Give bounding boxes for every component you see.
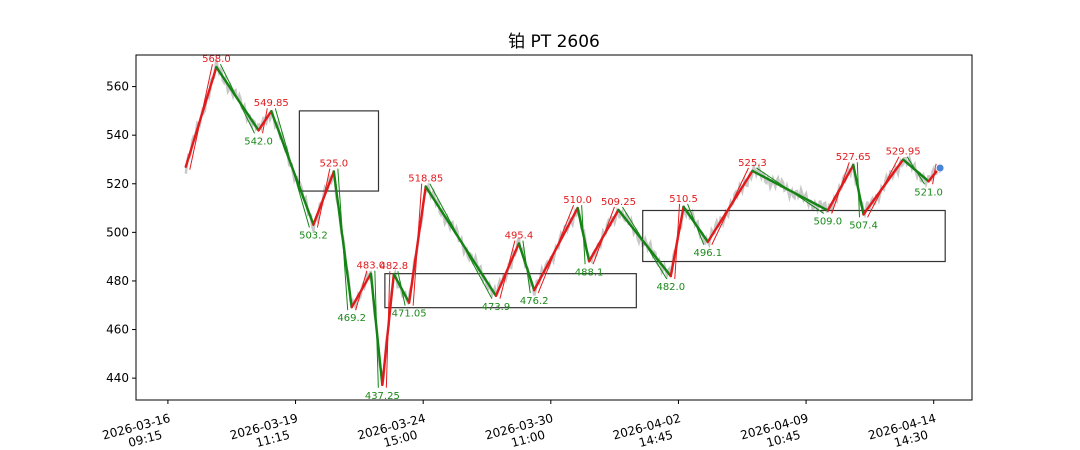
down-segment [852, 163, 865, 216]
pivot-low-label: 488.1 [575, 267, 604, 278]
y-tick-label: 460 [106, 323, 129, 337]
pivot-low-label: 521.0 [914, 187, 943, 198]
consolidation-box [384, 273, 637, 309]
pivot-high-label: 529.95 [886, 147, 921, 158]
pivot-low-label: 437.25 [365, 391, 400, 402]
consolidation-boxes [298, 110, 946, 309]
down-segment [392, 272, 411, 304]
down-segment [424, 185, 498, 297]
pivot-high-label: 549.85 [254, 98, 289, 109]
up-segment [381, 272, 396, 387]
down-segment [270, 110, 315, 226]
y-tick-label: 560 [106, 80, 129, 94]
up-segment [587, 208, 620, 263]
y-axis: 440 460 480 500 520 540 560 [106, 80, 136, 385]
pivot-high-label: 483.0 [357, 261, 386, 272]
pivot-high-label: 525.3 [738, 158, 767, 169]
consolidation-box [642, 209, 946, 263]
up-segment [312, 170, 336, 226]
pivot-low-label: 476.2 [520, 296, 549, 307]
y-tick-label: 480 [106, 274, 129, 288]
down-segment [682, 205, 709, 244]
pivot-low-label: 496.1 [693, 248, 722, 259]
up-segment [862, 158, 905, 216]
down-segment [332, 170, 353, 309]
last-price-marker [935, 163, 945, 173]
pivot-high-label: 509.25 [601, 197, 636, 208]
pivot-high-label: 495.4 [505, 231, 534, 242]
pivot-low-label: 482.0 [656, 282, 685, 293]
up-segment [706, 169, 754, 244]
up-segment [494, 242, 521, 297]
pivot-low-label: 507.4 [849, 220, 878, 231]
pivot-labels: 568.0 542.0 549.85 503.2 525.0 469.2 483.0 437.… [202, 54, 943, 402]
down-segment [576, 206, 591, 263]
y-tick-label: 520 [106, 177, 129, 191]
y-tick-label: 500 [106, 225, 129, 239]
y-tick-label: 440 [106, 371, 129, 385]
up-segment [669, 205, 685, 278]
pivot-low-label: 469.2 [337, 313, 366, 324]
pivot-low-label: 473.9 [482, 302, 511, 313]
pivot-low-label: 542.0 [244, 136, 273, 147]
up-segment [826, 163, 855, 212]
price-path [706, 170, 754, 249]
pivot-high-label: 510.0 [563, 195, 592, 206]
up-segment [350, 272, 373, 309]
pivot-high-label: 482.8 [379, 261, 408, 272]
down-segment [517, 242, 536, 292]
down-segment [751, 169, 829, 212]
trend-segments [184, 64, 945, 388]
pivot-high-label: 568.0 [202, 54, 231, 65]
y-tick-label: 540 [106, 128, 129, 142]
up-segment [184, 65, 218, 168]
down-segment [617, 208, 672, 278]
pivot-low-label: 471.05 [392, 309, 427, 320]
down-segment [901, 158, 930, 183]
pivot-high-label: 527.65 [836, 152, 871, 163]
pivot-high-label: 525.0 [320, 159, 349, 170]
down-segment [369, 272, 384, 387]
pivot-high-label: 518.85 [408, 174, 443, 185]
price-path [532, 207, 579, 296]
up-segment [257, 110, 273, 132]
up-segment [533, 206, 579, 292]
pivot-high-label: 510.5 [669, 194, 698, 205]
plot-frame [135, 54, 973, 401]
pivot-low-label: 503.2 [299, 231, 328, 242]
down-segment [215, 65, 260, 132]
pivot-low-label: 509.0 [813, 216, 842, 227]
chart-title: 铂 PT 2606 [508, 32, 600, 52]
up-segment [407, 185, 427, 304]
